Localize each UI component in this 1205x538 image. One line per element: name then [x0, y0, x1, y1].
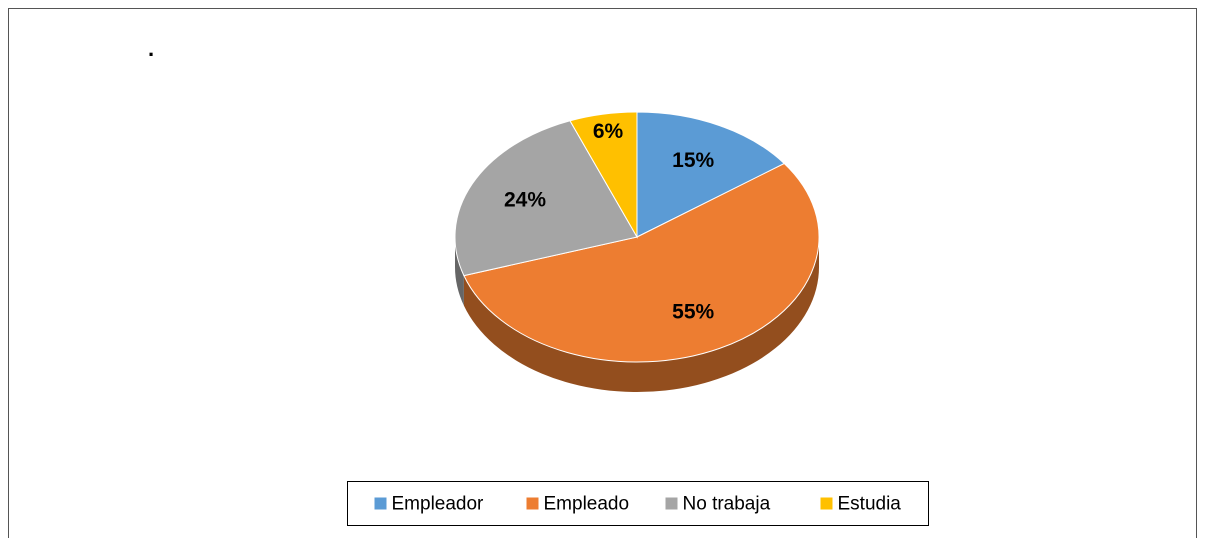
legend-swatch: [665, 497, 678, 510]
legend-label: No trabaja: [683, 494, 771, 515]
legend-label: Estudia: [838, 494, 902, 515]
pie-sides: [455, 237, 819, 392]
legend-label: Empleador: [392, 494, 485, 515]
data-label: 55%: [672, 300, 714, 323]
data-label: 15%: [672, 149, 714, 172]
slice-side: [463, 237, 819, 392]
slice-side: [455, 237, 464, 306]
legend-swatch: [820, 497, 833, 510]
data-label: 6%: [593, 120, 624, 143]
data-label: 24%: [504, 188, 546, 211]
legend-swatch: [374, 497, 387, 510]
slice: [636, 111, 786, 238]
legend-swatch: [526, 497, 539, 510]
slice: [463, 162, 820, 363]
legend-label: Empleado: [544, 494, 630, 515]
slice: [454, 120, 638, 277]
frame: [8, 8, 1197, 538]
annotation: .: [148, 36, 154, 61]
slice: [569, 111, 638, 239]
